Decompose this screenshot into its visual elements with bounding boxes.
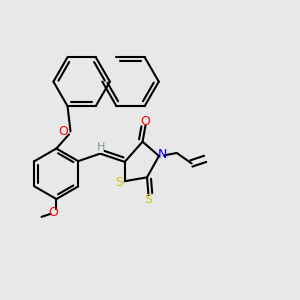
Text: N: N [158,148,167,161]
Text: H: H [97,142,105,152]
Text: O: O [58,125,68,138]
Text: S: S [116,176,123,189]
Text: S: S [145,193,152,206]
Text: O: O [49,206,58,219]
Text: O: O [141,115,151,128]
